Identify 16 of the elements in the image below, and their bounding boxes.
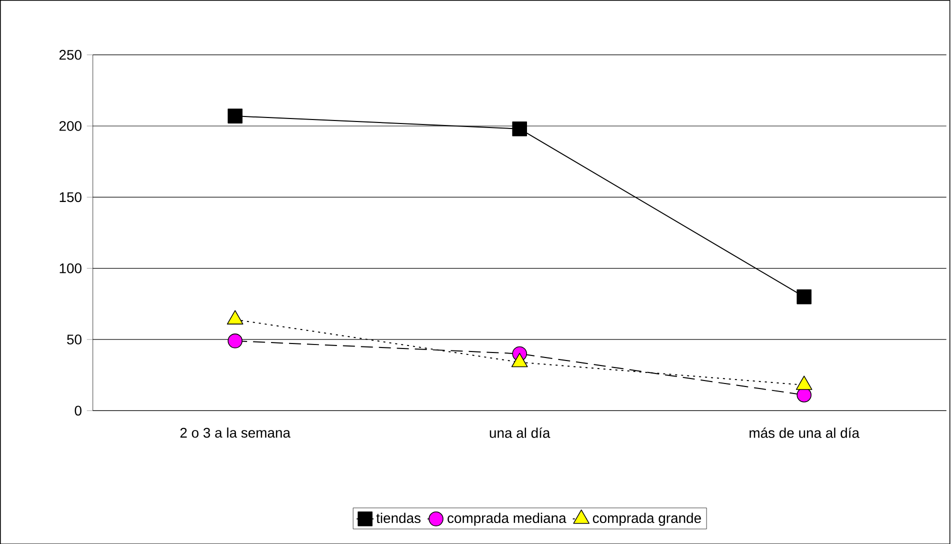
x-tick-label: una al día: [490, 427, 550, 438]
y-tick-label: 100: [60, 263, 82, 274]
legend-label: comprada mediana: [448, 512, 566, 526]
point: [512, 121, 527, 136]
y-tick-label: 0: [74, 405, 82, 416]
x-tick-label: más de una al día: [750, 427, 860, 438]
y-tick-label: 150: [60, 192, 82, 202]
y-tick-label: 200: [59, 120, 82, 131]
legend-label: comprada grande: [592, 512, 701, 526]
point: [796, 289, 812, 304]
point: [228, 108, 242, 124]
y-tick-label: 50: [67, 334, 82, 344]
y-tick-label: 250: [59, 50, 82, 60]
x-tick-label: 2 o 3 a la semana: [180, 427, 290, 438]
legend-label: tiendas: [376, 512, 421, 523]
point: [228, 333, 242, 348]
